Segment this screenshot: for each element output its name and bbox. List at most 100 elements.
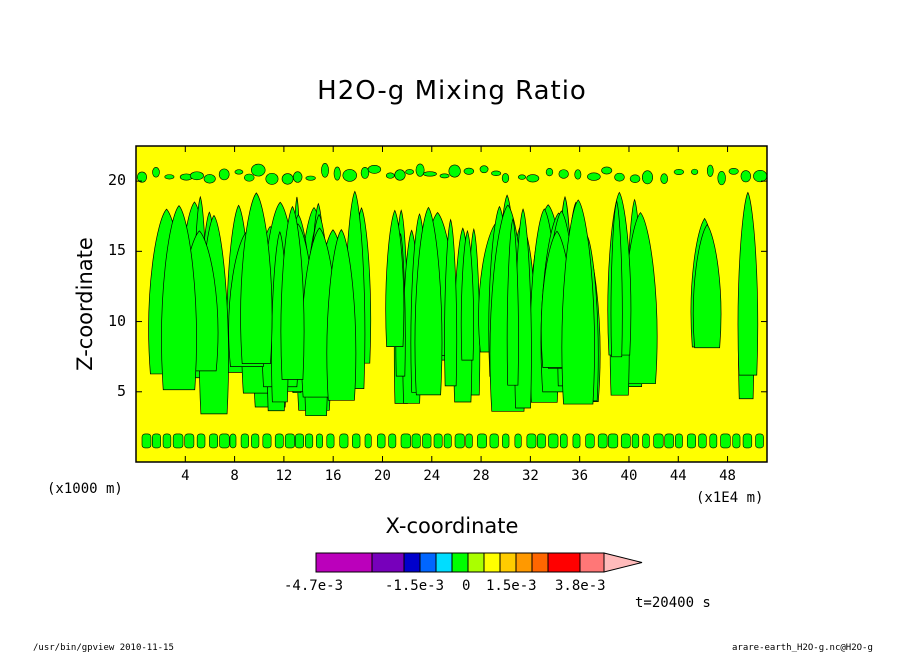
moisture-plume (326, 229, 357, 401)
lower-band-blob (364, 433, 372, 449)
x-tick-label: 24 (423, 468, 441, 484)
upper-band-blob (265, 172, 279, 185)
upper-band-blob (367, 164, 382, 174)
lower-band-blob (305, 433, 314, 449)
y-tick-label: 15 (107, 241, 126, 260)
lower-band-blob (219, 433, 230, 449)
upper-band-blob (629, 174, 641, 183)
upper-band-blob (641, 170, 654, 185)
upper-band-blob (706, 164, 714, 177)
lower-band-blob (162, 433, 172, 449)
x-unit-note: (x1000 m) (47, 481, 123, 497)
upper-band-blob (360, 166, 370, 179)
lower-band-blob (339, 433, 349, 449)
lower-band-blob (388, 433, 397, 449)
moisture-plume (280, 205, 305, 380)
lower-band-blob (489, 433, 499, 449)
lower-band-blob (653, 433, 664, 449)
footer-command: /usr/bin/gpview 2010-11-15 (33, 643, 174, 653)
time-label: t=20400 s (635, 595, 711, 611)
upper-band-blob (463, 167, 475, 175)
colorbar-label: 1.5e-3 (486, 578, 537, 594)
x-tick-label: 44 (669, 468, 687, 484)
lower-band-blob (422, 433, 432, 449)
upper-band-blob (479, 165, 489, 174)
upper-band-blob (422, 171, 437, 177)
lower-band-blob (284, 433, 295, 449)
upper-band-blob (342, 169, 357, 182)
lower-band-blob (585, 433, 595, 449)
upper-band-blob (614, 172, 625, 182)
x-tick-label: 48 (719, 468, 736, 484)
colorbar-extend-arrow (603, 552, 643, 573)
lower-band-blob (675, 433, 683, 449)
lower-band-blob (686, 433, 696, 449)
lower-band-blob (196, 433, 206, 449)
lower-band-blob (262, 433, 272, 449)
footer-source: arare-earth_H2O-g.nc@H2O-g (732, 643, 873, 653)
upper-band-blob (501, 173, 510, 183)
lower-band-blob (294, 433, 304, 449)
lower-band-blob (536, 433, 546, 449)
lower-band-blob (755, 433, 764, 449)
x-tick-label: 8 (230, 468, 239, 484)
y-tick-label: 5 (116, 381, 126, 400)
lower-band-blob (274, 433, 284, 449)
upper-band-blob (251, 163, 266, 177)
upper-band-blob (385, 172, 395, 179)
moisture-field (136, 163, 768, 449)
axis-ticks (136, 146, 767, 462)
colorbar-swatch (467, 552, 485, 573)
upper-band-blob (740, 170, 752, 183)
lower-band-blob (377, 433, 386, 449)
upper-band-blob (305, 175, 316, 181)
lower-band-blob (572, 433, 581, 449)
colorbar-swatch (435, 552, 453, 573)
chart-title: H2O-g Mixing Ratio (317, 76, 587, 106)
y-tick-label: 10 (107, 311, 126, 330)
moisture-plume (444, 218, 458, 387)
lower-band-blob (742, 433, 753, 449)
lower-band-blob (698, 433, 707, 449)
upper-band-blob (415, 163, 425, 177)
lower-band-blob (664, 433, 674, 449)
lower-band-blob (240, 433, 249, 449)
colorbar-swatch (483, 552, 501, 573)
colorbar-label: -1.5e-3 (385, 578, 445, 594)
x-tick-label: 12 (275, 468, 293, 484)
upper-band-blob (333, 166, 341, 181)
moisture-plume (610, 199, 623, 358)
upper-band-blob (218, 168, 230, 181)
lower-band-blob (631, 433, 640, 449)
lower-band-blob (229, 433, 237, 449)
upper-band-blob (152, 167, 160, 178)
moisture-plume (161, 205, 197, 391)
upper-band-blob (574, 169, 582, 180)
lower-band-blob (620, 433, 631, 449)
upper-band-blob (526, 174, 540, 183)
lower-band-blob (443, 433, 452, 449)
lower-band-blob (514, 433, 522, 449)
upper-band-blob (243, 173, 255, 182)
lower-band-blob (709, 433, 718, 449)
moisture-plume (506, 217, 519, 386)
colorbar (315, 552, 643, 573)
lower-band-blob (560, 433, 568, 449)
upper-band-blob (203, 174, 216, 184)
y-axis-label: Z-coordinate (73, 237, 97, 371)
upper-band-blob (234, 169, 244, 175)
colorbar-swatch (451, 552, 469, 573)
lower-band-blob (433, 433, 443, 449)
plot-frame (135, 145, 768, 463)
lower-band-blob (184, 433, 195, 449)
moisture-plume (414, 206, 443, 396)
colorbar-swatch (531, 552, 549, 573)
lower-band-blob (316, 433, 323, 449)
upper-band-blob (753, 169, 768, 183)
colorbar-swatch (403, 552, 421, 573)
moisture-plume (692, 223, 722, 349)
upper-band-blob (281, 173, 294, 185)
lower-band-blob (411, 433, 421, 449)
upper-band-blob (189, 171, 204, 181)
